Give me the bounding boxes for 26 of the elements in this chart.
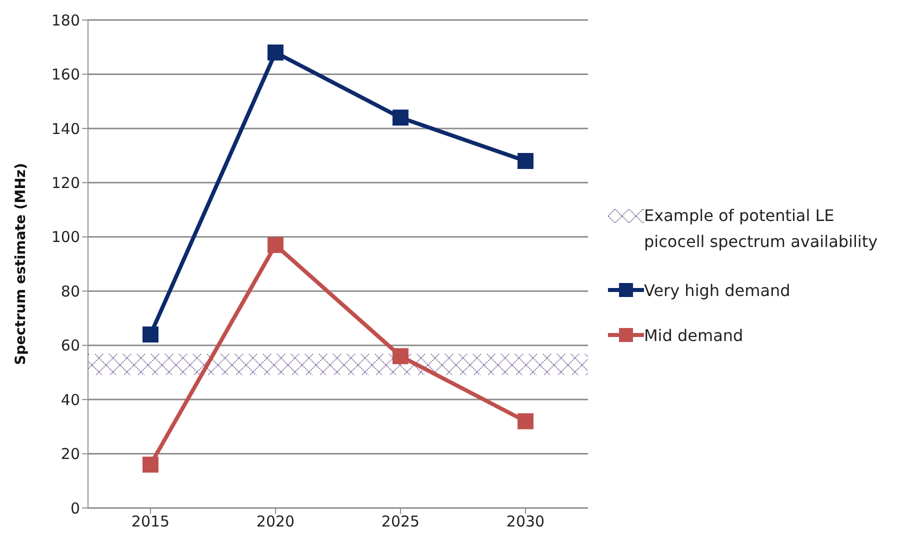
y-tick-label: 40 [60, 390, 80, 409]
y-tick-label: 20 [60, 445, 80, 464]
y-tick-label: 0 [70, 499, 80, 518]
y-tick-label: 100 [51, 228, 80, 246]
point [518, 413, 534, 430]
legend-label: Mid demand [644, 326, 744, 344]
point [142, 456, 158, 473]
y-tick-label: 180 [51, 11, 80, 30]
point [268, 237, 284, 254]
y-axis-title: Spectrum estimate (MHz) [12, 163, 29, 365]
point [392, 348, 408, 364]
legend-label: Very high demand [644, 280, 790, 300]
y-tick-label: 140 [51, 120, 80, 138]
point [518, 152, 534, 169]
y-tick-label: 60 [60, 336, 80, 355]
x-tick-label: 2020 [256, 512, 295, 531]
legend-label: Example of potential LE picocell spectrum availability [644, 204, 878, 252]
y-tick-label: 80 [60, 282, 80, 300]
x-tick-label: 2025 [381, 512, 420, 531]
point [392, 110, 408, 126]
y-tick-label: 120 [51, 174, 80, 192]
x-tick-label: 2015 [131, 512, 170, 531]
point [268, 44, 284, 61]
y-tick-label: 160 [51, 66, 80, 84]
x-tick-label: 2030 [506, 512, 545, 531]
point [142, 326, 158, 342]
